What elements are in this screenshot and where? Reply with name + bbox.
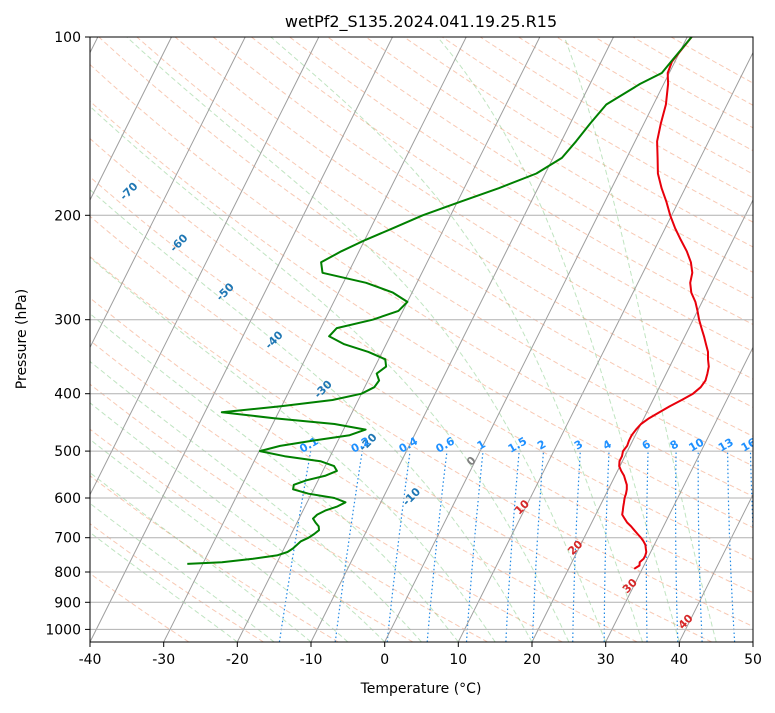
x-tick-label: 0 [380, 652, 389, 668]
x-tick-label: 30 [597, 652, 615, 668]
y-tick-label: 900 [54, 595, 81, 611]
x-tick-label: 40 [670, 652, 688, 668]
x-tick-label: 50 [744, 652, 762, 668]
y-tick-label: 800 [54, 565, 81, 581]
x-tick-label: -20 [226, 652, 249, 668]
y-tick-label: 100 [54, 30, 81, 46]
y-tick-label: 300 [54, 313, 81, 329]
x-tick-label: -10 [300, 652, 323, 668]
y-tick-label: 200 [54, 208, 81, 224]
x-tick-label: 20 [523, 652, 541, 668]
y-tick-label: 400 [54, 387, 81, 403]
x-tick-label: -30 [152, 652, 175, 668]
y-tick-label: 500 [54, 444, 81, 460]
y-tick-label: 700 [54, 531, 81, 547]
y-tick-label: 1000 [45, 622, 81, 638]
y-axis-label: Pressure (hPa) [14, 289, 30, 389]
y-tick-label: 600 [54, 491, 81, 507]
x-axis-label: Temperature (°C) [360, 681, 482, 697]
x-tick-label: 10 [449, 652, 467, 668]
x-tick-label: -40 [79, 652, 102, 668]
chart-title: wetPf2_S135.2024.041.19.25.R15 [285, 12, 557, 32]
